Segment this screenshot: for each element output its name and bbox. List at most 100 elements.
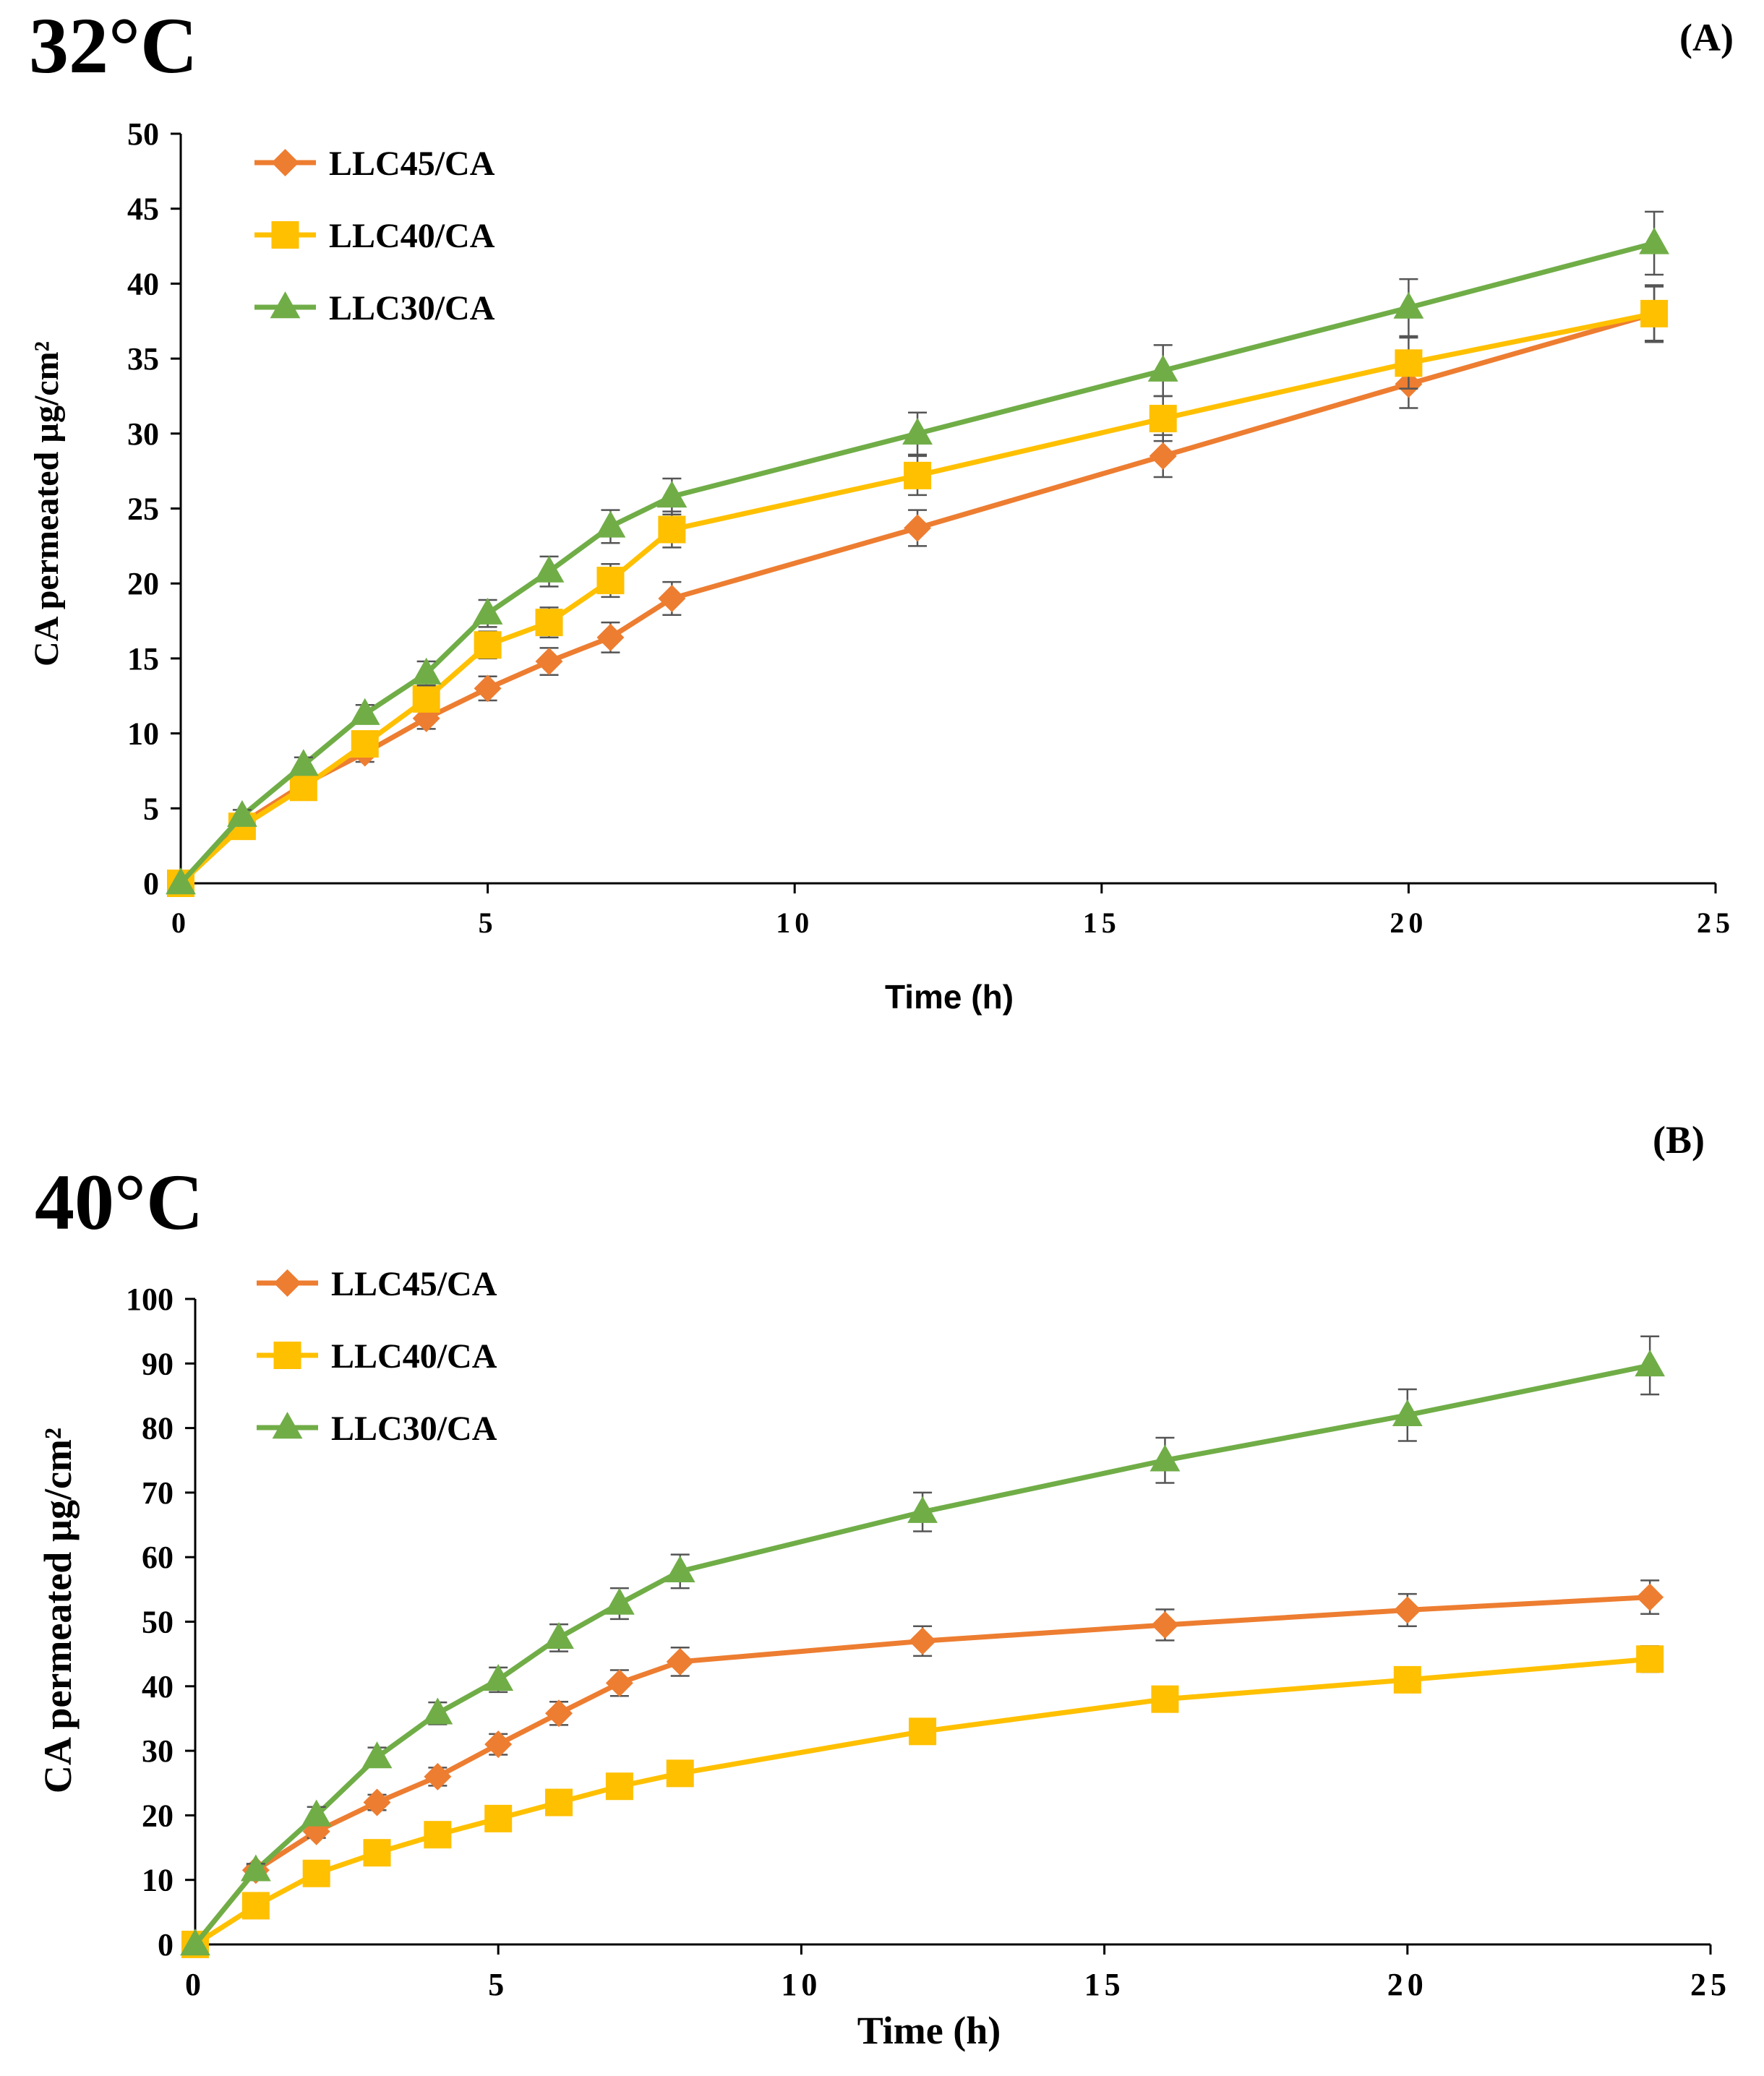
series-llc30-ca [180, 1335, 1666, 1956]
legend-item-llc30-ca: LLC30/CA [254, 289, 495, 327]
y-tick-label: 20 [127, 566, 159, 601]
y-tick-label: 5 [143, 791, 159, 826]
data-point [474, 631, 502, 659]
x-tick-label: 20 [1390, 906, 1427, 939]
y-tick-label: 60 [142, 1540, 174, 1575]
data-point [166, 867, 196, 895]
legend-label: LLC40/CA [329, 217, 495, 255]
legend-marker [271, 221, 299, 249]
data-point [483, 1664, 514, 1691]
x-tick-label: 10 [776, 906, 813, 939]
panel-label-b: (B) [1653, 1118, 1705, 1162]
legend-marker [272, 1412, 303, 1439]
data-point [240, 1854, 271, 1882]
y-tick-label: 15 [127, 641, 159, 677]
data-point [288, 749, 319, 776]
y-tick-label: 10 [142, 1863, 174, 1898]
data-point [484, 1730, 513, 1759]
data-point [535, 609, 563, 637]
y-tick-label: 30 [127, 416, 159, 452]
y-axis-label-b: CA permeated µg/cm² [36, 1428, 80, 1793]
data-point [904, 461, 932, 489]
data-point [907, 1496, 938, 1523]
x-axis-label-a: Time (h) [885, 978, 1014, 1016]
data-point [227, 799, 257, 827]
series-llc40-ca [181, 1645, 1664, 1958]
data-point [656, 481, 688, 508]
data-point [1393, 1596, 1421, 1624]
legend-item-llc40-ca: LLC40/CA [257, 1337, 497, 1376]
data-point [605, 1772, 633, 1801]
data-point [545, 1788, 573, 1816]
data-point [301, 1799, 332, 1827]
data-point [1640, 299, 1669, 327]
legend-label: LLC45/CA [331, 1265, 497, 1303]
y-tick-label: 50 [142, 1605, 174, 1640]
legend-a: LLC45/CA LLC40/CA LLC30/CA [254, 145, 495, 327]
legend-item-llc40-ca: LLC40/CA [254, 217, 495, 255]
data-point [1149, 442, 1177, 470]
y-tick-label: 30 [142, 1733, 174, 1769]
temperature-label-b: 40°C [35, 1158, 203, 1246]
data-point [422, 1697, 453, 1725]
x-tick-label: 15 [1083, 906, 1121, 939]
data-point [666, 1647, 694, 1676]
legend-label: LLC45/CA [329, 145, 495, 183]
y-axis-label-a: CA permeated µg/cm² [27, 341, 66, 666]
data-point [1151, 1685, 1179, 1713]
data-point [535, 648, 563, 676]
legend-label: LLC40/CA [331, 1337, 497, 1376]
data-point [241, 1892, 270, 1920]
x-tick-label: 15 [1084, 1967, 1125, 2002]
legend-marker [271, 149, 299, 176]
data-point [1393, 291, 1424, 319]
y-tick-label: 20 [142, 1798, 174, 1833]
x-tick-label: 0 [185, 1967, 205, 2002]
data-point [1147, 354, 1178, 382]
legend-marker [273, 1269, 301, 1297]
x-tick-label: 25 [1697, 906, 1734, 939]
y-tick-label: 10 [127, 716, 159, 752]
data-point [424, 1762, 452, 1790]
series-llc30-ca [166, 210, 1669, 895]
y-tick-label: 45 [127, 192, 159, 227]
legend-item-llc45-ca: LLC45/CA [257, 1265, 497, 1303]
legend-b: LLC45/CA LLC40/CA LLC30/CA [257, 1265, 497, 1448]
chart-panel-b: 40°C (B) 0 10 20 30 40 50 60 70 80 90 100 0 5 10 15 20 2… [35, 1118, 1726, 2052]
data-point [544, 1621, 574, 1650]
legend-item-llc45-ca: LLC45/CA [254, 145, 495, 183]
data-point [658, 515, 686, 544]
series-group-a [166, 210, 1669, 897]
data-point [1636, 1645, 1664, 1673]
x-axis-label-b: Time (h) [857, 2009, 1001, 2052]
y-tick-label: 90 [142, 1346, 174, 1381]
data-point [664, 1555, 695, 1583]
legend-label: LLC30/CA [331, 1410, 497, 1448]
data-point [1149, 1444, 1181, 1472]
data-point [1395, 349, 1423, 377]
data-point [472, 597, 503, 625]
data-point [1639, 227, 1669, 254]
data-point [605, 1669, 633, 1697]
y-tick-label: 0 [143, 866, 159, 901]
y-tick-label: 50 [127, 116, 159, 152]
legend-marker [270, 291, 301, 319]
data-point [904, 514, 932, 542]
y-tick-label: 25 [127, 492, 159, 527]
y-tick-label: 80 [142, 1411, 174, 1446]
data-point [909, 1627, 937, 1655]
data-point [424, 1821, 452, 1849]
y-tick-label: 35 [127, 341, 159, 377]
data-point [411, 657, 442, 685]
data-point [302, 1859, 330, 1887]
data-point [412, 685, 440, 713]
data-point [902, 417, 933, 445]
data-point [658, 584, 686, 612]
data-point [361, 1741, 393, 1769]
data-point [545, 1699, 573, 1728]
data-point [363, 1788, 391, 1816]
legend-marker [273, 1342, 301, 1369]
data-point [474, 674, 502, 703]
data-point [909, 1717, 937, 1746]
